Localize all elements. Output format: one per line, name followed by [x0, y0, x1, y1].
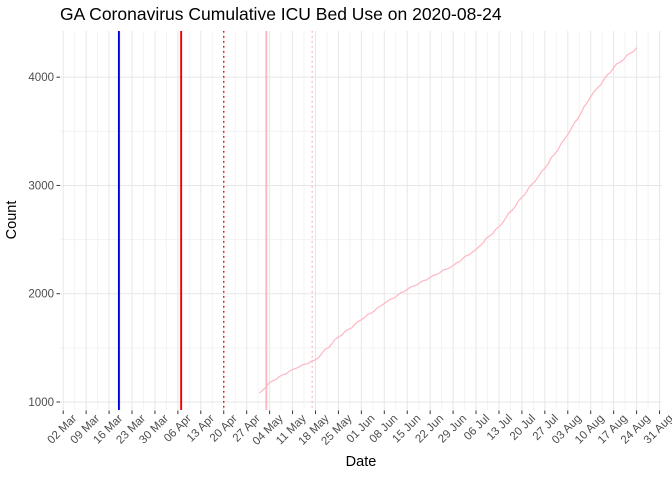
grid-minor	[60, 31, 662, 410]
grid-major	[60, 31, 662, 410]
series-path	[259, 47, 638, 394]
reference-lines	[117, 31, 313, 410]
series-lines	[259, 47, 638, 394]
y-tick-label: 1000	[28, 397, 54, 409]
y-tick-label: 2000	[28, 289, 54, 301]
x-axis-title: Date	[346, 454, 377, 470]
y-tick-label: 4000	[28, 72, 54, 84]
y-axis-title: Count	[4, 201, 20, 240]
y-tick-label: 3000	[28, 180, 54, 192]
chart-title: GA Coronavirus Cumulative ICU Bed Use on…	[60, 4, 502, 24]
axis-ticks	[56, 76, 661, 414]
y-tick-labels: 1000 2000 3000 4000	[28, 72, 54, 409]
